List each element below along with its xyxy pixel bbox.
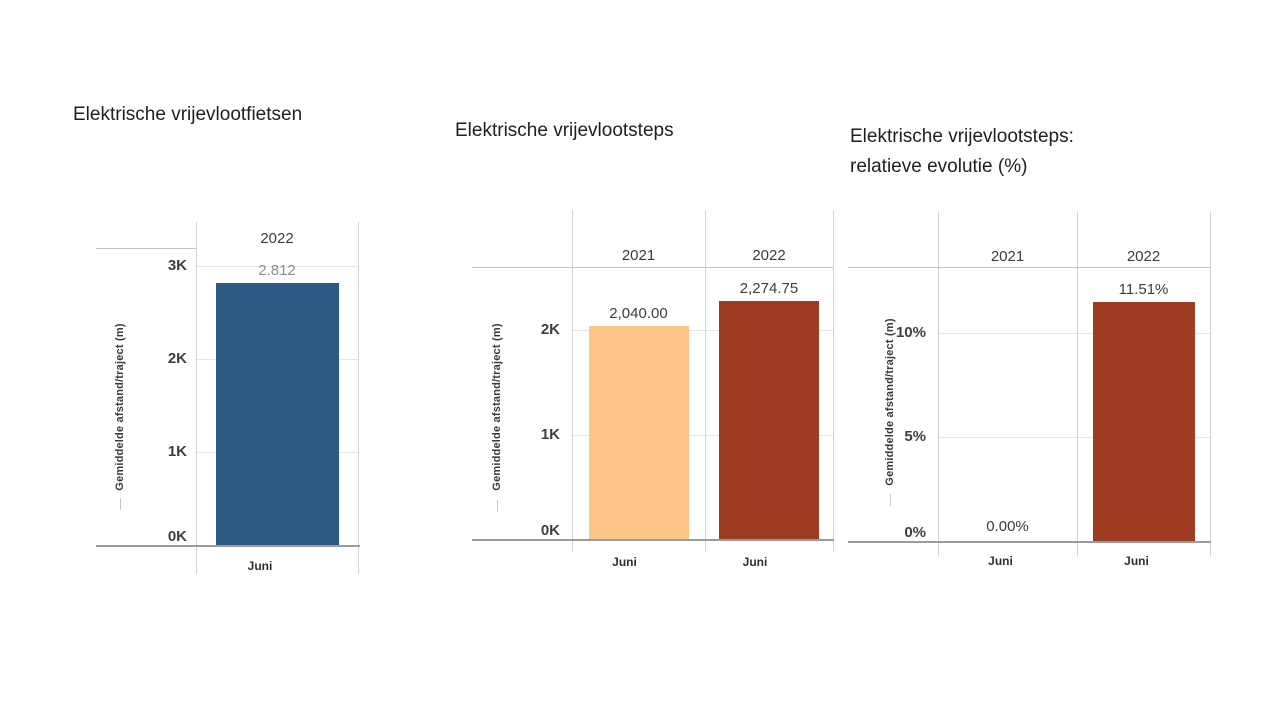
y-tick-label: 0K bbox=[540, 522, 560, 539]
header-separator bbox=[96, 248, 196, 249]
bar-2022[interactable] bbox=[216, 283, 339, 545]
column-separator bbox=[1210, 212, 1211, 556]
chart-title: Elektrische vrijevlootsteps: relatieve e… bbox=[850, 126, 1074, 177]
x-axis-category-label: Juni bbox=[612, 555, 637, 569]
header-separator bbox=[848, 267, 1210, 268]
axis-ruler-tick bbox=[120, 498, 121, 510]
y-tick-label: 10% bbox=[895, 324, 926, 341]
y-tick-label: 1K bbox=[167, 443, 187, 460]
column-separator bbox=[572, 210, 573, 552]
gridline bbox=[938, 333, 1210, 334]
column-separator bbox=[833, 210, 834, 552]
bar-value-label: 11.51% bbox=[1118, 281, 1169, 298]
axis-ruler-tick bbox=[497, 500, 498, 512]
y-tick-label: 2K bbox=[167, 350, 187, 367]
column-header-year: 2022 bbox=[752, 247, 786, 264]
bar-value-label: 2.812 bbox=[258, 262, 296, 279]
axis-ruler-tick bbox=[890, 494, 891, 506]
bar-2022[interactable] bbox=[719, 301, 819, 539]
column-header-year: 2022 bbox=[260, 230, 294, 247]
y-tick-label: 0% bbox=[904, 524, 926, 541]
column-separator bbox=[705, 210, 706, 552]
y-tick-label: 5% bbox=[904, 428, 926, 445]
column-header-year: 2022 bbox=[1126, 248, 1161, 265]
x-axis-category-label: Juni bbox=[1124, 554, 1149, 568]
y-tick-label: 2K bbox=[540, 321, 560, 338]
chart-title: Elektrische vrijevlootsteps bbox=[455, 120, 674, 141]
column-separator bbox=[938, 212, 939, 556]
x-axis-line bbox=[848, 541, 1211, 543]
column-header-year: 2021 bbox=[621, 247, 656, 264]
column-separator bbox=[1077, 212, 1078, 556]
y-tick-label: 3K bbox=[167, 257, 187, 274]
chart-title: Elektrische vrijevlootfietsen bbox=[73, 104, 303, 125]
x-axis-category-label: Juni bbox=[247, 559, 273, 573]
x-axis-line bbox=[96, 545, 360, 547]
bar-value-label: 0.00% bbox=[986, 518, 1029, 535]
y-tick-label: 0K bbox=[167, 528, 187, 545]
bar-2022[interactable] bbox=[1093, 302, 1195, 541]
bar-2021[interactable] bbox=[589, 326, 689, 539]
x-axis-category-label: Juni bbox=[742, 555, 768, 569]
gridline bbox=[572, 435, 833, 436]
x-axis-line bbox=[472, 539, 834, 541]
column-header-year: 2021 bbox=[990, 248, 1025, 265]
x-axis-category-label: Juni bbox=[988, 554, 1013, 568]
gridline bbox=[196, 266, 358, 267]
y-axis-label: Gemiddelde afstand/traject (m) bbox=[884, 318, 896, 486]
header-separator bbox=[472, 267, 833, 268]
y-tick-label: 1K bbox=[540, 426, 560, 443]
column-separator bbox=[196, 222, 197, 574]
bar-value-label: 2,040.00 bbox=[609, 305, 668, 322]
gridline bbox=[572, 330, 833, 331]
gridline bbox=[938, 437, 1210, 438]
column-separator bbox=[358, 222, 359, 574]
bar-value-label: 2,274.75 bbox=[739, 280, 799, 297]
